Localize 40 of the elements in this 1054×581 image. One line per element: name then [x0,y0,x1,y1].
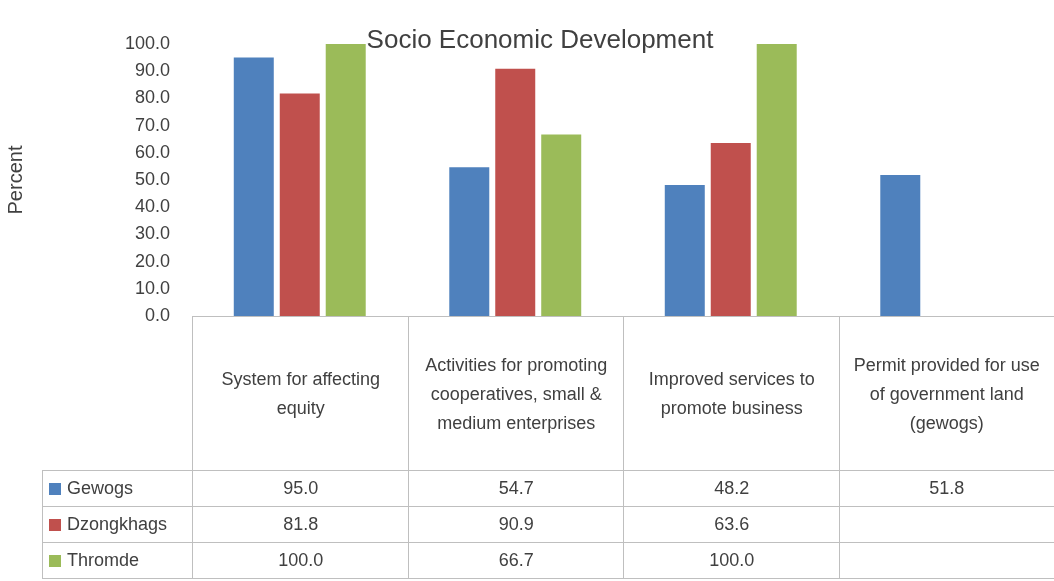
x-tick-label: Improved services to promote business [647,368,816,420]
y-tick-label: 50.0 [134,168,170,189]
data-label: 95.0 [283,477,319,500]
y-tick-label: 20.0 [134,250,170,271]
data-label: 100.0 [278,549,324,572]
bar [495,68,536,316]
y-tick-label: 40.0 [134,196,170,217]
legend-label: Gewogs [67,477,134,500]
y-tick-label: 100.0 [124,32,170,53]
bar [664,184,705,316]
x-tick-label: Permit provided for use of government land (gewogs) [852,353,1041,435]
bar [541,134,582,316]
data-label: 100.0 [709,549,755,572]
data-label: 54.7 [498,477,534,500]
y-tick-label: 0.0 [144,304,170,325]
x-tick-label: Activities for promoting cooperatives, small & medium enterprises [424,353,609,435]
y-tick-label: 30.0 [134,223,170,244]
bar [756,44,797,316]
data-label: 48.2 [714,477,750,500]
y-tick-label: 10.0 [134,277,170,298]
bar [880,175,921,316]
bar [279,93,320,316]
y-tick-label: 70.0 [134,114,170,135]
bar [325,44,366,316]
data-label: 63.6 [714,513,750,536]
data-label: 66.7 [498,549,534,572]
legend-label: Thromde [67,549,140,572]
y-axis-title: Percent [3,145,26,215]
chart-title: Socio Economic Development [366,24,714,54]
bar [449,167,490,316]
bar [233,57,274,316]
data-label: 90.9 [498,513,534,536]
bar [710,143,751,316]
data-label: 51.8 [929,477,965,500]
y-tick-label: 90.0 [134,60,170,81]
y-tick-label: 80.0 [134,87,170,108]
y-tick-label: 60.0 [134,141,170,162]
data-label: 81.8 [283,513,319,536]
x-tick-label: System for affecting equity [220,368,382,420]
legend-label: Dzongkhags [67,513,168,536]
